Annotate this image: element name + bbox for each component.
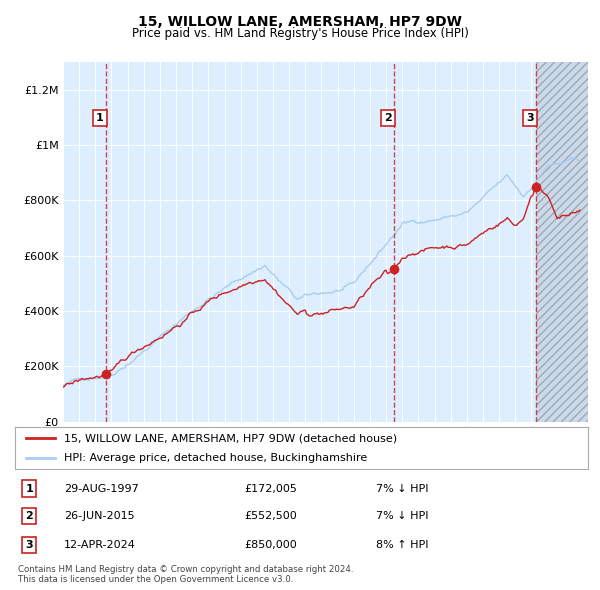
Text: 7% ↓ HPI: 7% ↓ HPI <box>376 484 428 493</box>
Text: 26-JUN-2015: 26-JUN-2015 <box>64 511 134 521</box>
Text: 1: 1 <box>25 484 33 493</box>
Text: £552,500: £552,500 <box>244 511 297 521</box>
Text: 3: 3 <box>526 113 533 123</box>
Text: 2: 2 <box>25 511 33 521</box>
Text: 12-APR-2024: 12-APR-2024 <box>64 540 136 550</box>
Text: 7% ↓ HPI: 7% ↓ HPI <box>376 511 428 521</box>
Text: £850,000: £850,000 <box>244 540 297 550</box>
Text: Contains HM Land Registry data © Crown copyright and database right 2024.
This d: Contains HM Land Registry data © Crown c… <box>18 565 353 584</box>
Text: HPI: Average price, detached house, Buckinghamshire: HPI: Average price, detached house, Buck… <box>64 453 367 463</box>
Bar <box>536 62 588 422</box>
Text: 1: 1 <box>96 113 104 123</box>
Text: 15, WILLOW LANE, AMERSHAM, HP7 9DW: 15, WILLOW LANE, AMERSHAM, HP7 9DW <box>138 15 462 29</box>
Text: 29-AUG-1997: 29-AUG-1997 <box>64 484 139 493</box>
Text: 3: 3 <box>26 540 33 550</box>
Text: 8% ↑ HPI: 8% ↑ HPI <box>376 540 428 550</box>
Text: Price paid vs. HM Land Registry's House Price Index (HPI): Price paid vs. HM Land Registry's House … <box>131 27 469 40</box>
Text: 15, WILLOW LANE, AMERSHAM, HP7 9DW (detached house): 15, WILLOW LANE, AMERSHAM, HP7 9DW (deta… <box>64 433 397 443</box>
Text: £172,005: £172,005 <box>244 484 297 493</box>
Text: 2: 2 <box>384 113 392 123</box>
